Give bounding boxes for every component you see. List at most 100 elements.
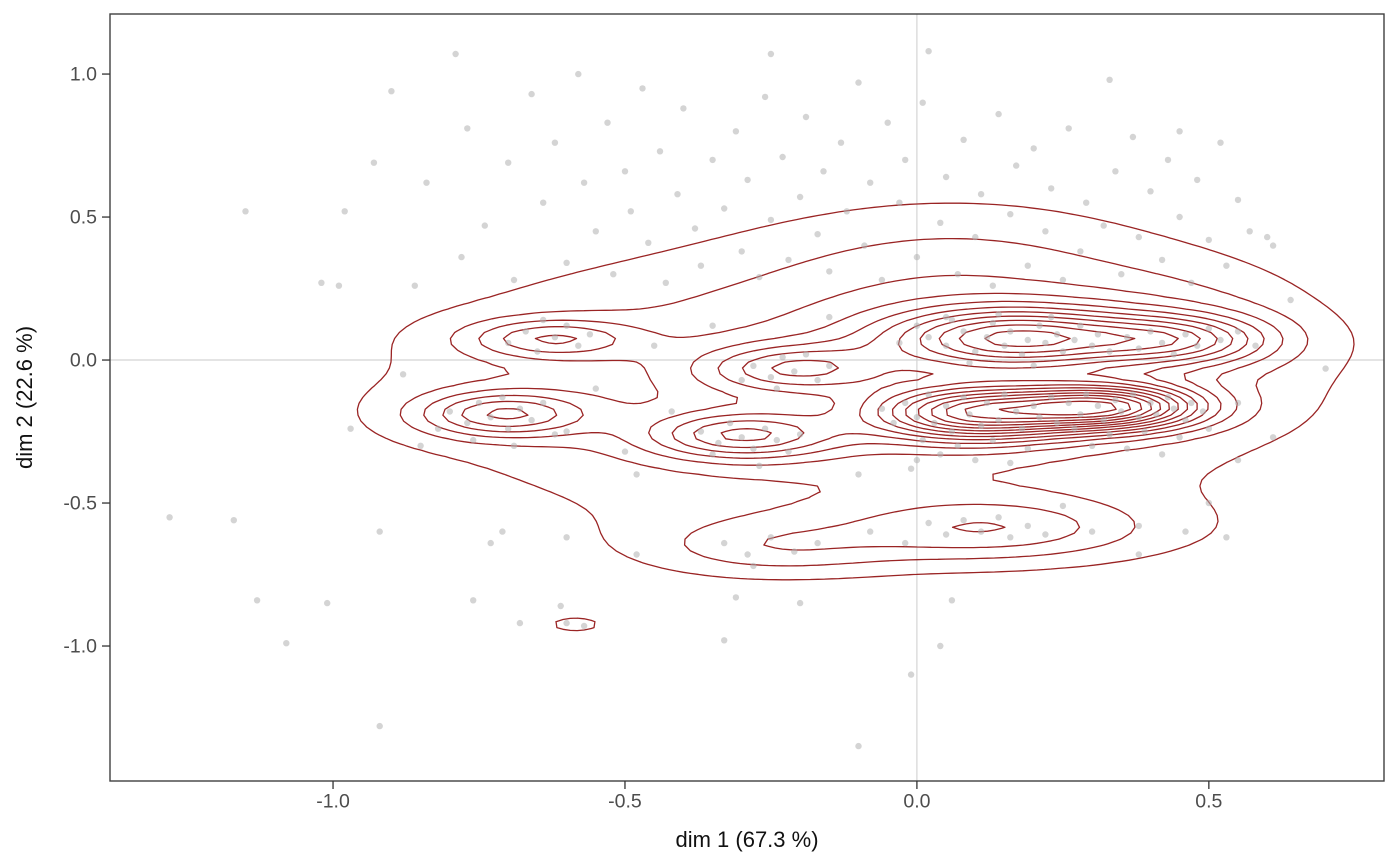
scatter-point: [1188, 279, 1195, 286]
scatter-point: [388, 88, 395, 95]
scatter-point: [983, 334, 991, 341]
scatter-point: [347, 425, 354, 432]
scatter-point: [855, 471, 862, 478]
scatter-point: [738, 376, 745, 384]
scatter-point: [1083, 391, 1090, 398]
scatter-point: [767, 216, 775, 224]
scatter-point: [1234, 328, 1242, 335]
scatter-point: [709, 322, 716, 329]
scatter-point: [989, 436, 996, 444]
density-contour-level-2: [399, 237, 1309, 567]
scatter-point: [995, 311, 1002, 318]
scatter-point: [1083, 199, 1090, 206]
density-contour-level-1: [356, 202, 1355, 632]
scatter-point: [1112, 396, 1119, 404]
density-contour-level-4: [442, 292, 1265, 533]
scatter-point: [913, 253, 921, 261]
scatter-point: [318, 279, 325, 286]
scatter-point: [1129, 133, 1137, 141]
scatter-point: [411, 282, 418, 289]
density-contour-level-7: [720, 311, 1218, 442]
scatter-point: [452, 50, 459, 58]
scatter-point: [1007, 211, 1014, 218]
scatter-point: [1024, 262, 1032, 269]
scatter-point: [470, 597, 477, 604]
scatter-point: [1234, 196, 1242, 204]
scatter-point: [942, 402, 950, 409]
scatter-point: [1158, 256, 1166, 264]
scatter-point: [458, 253, 465, 261]
scatter-point: [1123, 334, 1131, 341]
scatter-point: [1059, 276, 1067, 284]
scatter-point: [1042, 228, 1049, 235]
scatter-point: [1065, 399, 1072, 407]
scatter-point: [960, 136, 967, 143]
scatter-point: [464, 419, 471, 427]
scatter-point: [639, 85, 646, 92]
scatter-point: [242, 208, 249, 215]
x-axis: -1.0 -0.5 0.0 0.5: [316, 781, 1223, 813]
scatter-point: [1042, 531, 1049, 538]
scatter-point: [756, 273, 763, 281]
scatter-point: [656, 148, 664, 155]
scatter-point: [475, 399, 483, 407]
scatter-point: [902, 399, 909, 407]
scatter-point: [563, 534, 570, 541]
scatter-point: [668, 408, 675, 415]
scatter-point: [1223, 262, 1230, 269]
scatter-point: [697, 262, 705, 269]
scatter-point: [925, 48, 932, 55]
scatter-point: [1100, 222, 1107, 229]
scatter-point: [505, 425, 512, 432]
scatter-point: [1194, 176, 1201, 184]
scatter-point: [1252, 342, 1259, 349]
scatter-point: [814, 231, 821, 238]
scatter-point: [1135, 551, 1143, 558]
scatter-point: [972, 233, 979, 241]
y-tick-label: 0.5: [70, 207, 97, 229]
scatter-point: [1205, 425, 1213, 432]
scatter-point: [434, 425, 442, 432]
scatter-point: [516, 405, 524, 412]
scatter-point: [1106, 76, 1113, 84]
scatter-point: [715, 439, 722, 447]
scatter-point: [1147, 188, 1154, 195]
scatter-point: [283, 640, 290, 647]
scatter-point: [709, 451, 716, 458]
scatter-point: [563, 322, 570, 329]
scatter-point: [989, 282, 996, 289]
y-tick-label: -1.0: [63, 636, 97, 658]
scatter-point: [1264, 233, 1271, 241]
scatter-point: [399, 371, 407, 378]
scatter-point: [563, 619, 570, 627]
scatter-point: [604, 119, 611, 126]
scatter-point: [1018, 351, 1026, 358]
scatter-point: [767, 534, 775, 541]
scatter-point: [855, 742, 862, 750]
scatter-point: [960, 394, 967, 401]
scatter-point: [942, 531, 950, 538]
scatter-point: [1269, 434, 1277, 441]
scatter-point: [1234, 399, 1242, 407]
scatter-point: [960, 328, 967, 335]
scatter-point: [1042, 339, 1049, 347]
scatter-point: [592, 228, 599, 235]
scatter-point: [557, 602, 564, 610]
scatter-point: [1205, 499, 1213, 507]
scatter-point: [1246, 228, 1253, 235]
scatter-point: [1176, 434, 1183, 441]
scatter-point: [1007, 459, 1014, 467]
scatter-point: [1001, 391, 1008, 398]
scatter-point: [767, 374, 775, 381]
scatter-point: [1188, 399, 1195, 407]
density-contour-level-6: [486, 306, 1234, 449]
scatter-point: [972, 348, 979, 355]
scatter-point: [890, 419, 897, 427]
scatter-point: [1007, 328, 1014, 335]
scatter-point: [1030, 402, 1037, 409]
scatter-point: [1170, 405, 1178, 412]
scatter-point: [826, 362, 833, 369]
scatter-point: [697, 428, 705, 435]
scatter-point: [691, 225, 699, 232]
